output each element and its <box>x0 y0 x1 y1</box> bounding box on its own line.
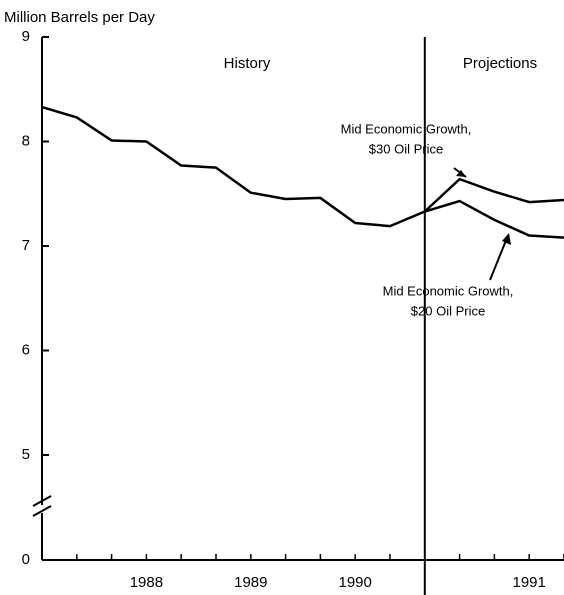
y-tick-label: 5 <box>22 446 30 463</box>
pointer <box>489 237 508 281</box>
y-tick-label: 7 <box>22 237 30 254</box>
line-series <box>41 105 426 228</box>
annotation: History <box>224 55 271 72</box>
annotation: Projections <box>463 55 537 72</box>
x-tick-label: 1990 <box>339 574 372 591</box>
line-series <box>423 177 564 213</box>
arrowhead <box>502 233 511 245</box>
line-series <box>424 199 564 239</box>
y-tick-label: 8 <box>22 132 30 149</box>
y-tick-label: 9 <box>22 28 30 45</box>
y-tick-label: 6 <box>22 341 30 358</box>
y-tick-label: 0 <box>22 551 30 568</box>
axis-break-gap <box>34 505 50 513</box>
series-label: $20 Oil Price <box>411 303 485 318</box>
arrowhead <box>456 170 466 177</box>
x-tick-label: 1991 <box>513 574 546 591</box>
axis-break <box>32 495 52 507</box>
axis-break <box>32 505 52 517</box>
x-tick-label: 1989 <box>234 574 267 591</box>
series-label: $30 Oil Price <box>369 141 443 156</box>
series-label: Mid Economic Growth, <box>383 283 514 298</box>
y-axis-title: Million Barrels per Day <box>4 9 155 26</box>
series-label: Mid Economic Growth, <box>341 121 472 136</box>
x-tick-label: 1988 <box>130 574 163 591</box>
